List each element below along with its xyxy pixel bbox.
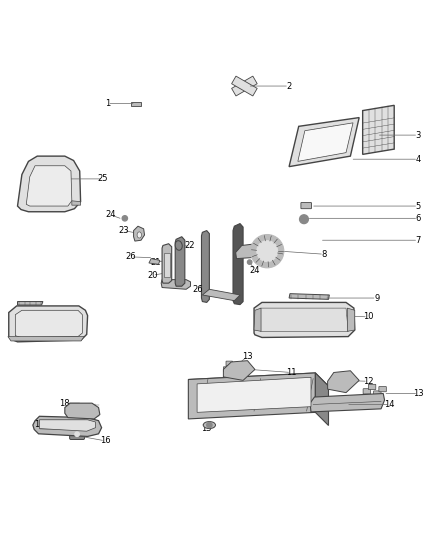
Circle shape <box>122 216 127 221</box>
Polygon shape <box>236 243 272 259</box>
Circle shape <box>75 432 79 437</box>
Polygon shape <box>18 156 81 212</box>
Polygon shape <box>202 289 240 301</box>
FancyBboxPatch shape <box>70 429 85 440</box>
Text: 24: 24 <box>105 211 116 219</box>
FancyBboxPatch shape <box>223 367 230 372</box>
FancyBboxPatch shape <box>232 365 239 369</box>
Polygon shape <box>18 302 43 305</box>
Circle shape <box>207 423 212 427</box>
FancyBboxPatch shape <box>368 384 376 390</box>
Ellipse shape <box>203 422 215 429</box>
Text: 4: 4 <box>416 155 421 164</box>
Polygon shape <box>131 102 141 106</box>
Text: 24: 24 <box>250 265 260 274</box>
Text: 25: 25 <box>98 174 108 183</box>
Text: 1: 1 <box>105 99 110 108</box>
Text: 7: 7 <box>416 236 421 245</box>
Polygon shape <box>315 373 328 425</box>
Text: 17: 17 <box>34 419 45 429</box>
Polygon shape <box>15 310 82 337</box>
Polygon shape <box>328 371 359 393</box>
Polygon shape <box>298 123 353 161</box>
Text: 6: 6 <box>416 214 421 223</box>
Polygon shape <box>233 223 243 304</box>
Polygon shape <box>39 420 95 431</box>
Ellipse shape <box>137 232 141 238</box>
Text: 5: 5 <box>416 201 421 211</box>
Polygon shape <box>254 308 261 332</box>
FancyBboxPatch shape <box>374 391 381 396</box>
Polygon shape <box>65 403 100 419</box>
Polygon shape <box>363 106 394 155</box>
Polygon shape <box>197 377 311 413</box>
FancyBboxPatch shape <box>363 389 371 394</box>
Polygon shape <box>201 231 209 302</box>
Text: 13: 13 <box>242 352 253 361</box>
Polygon shape <box>232 76 257 96</box>
Text: 20: 20 <box>147 271 158 280</box>
Text: 8: 8 <box>321 250 327 259</box>
Ellipse shape <box>175 241 182 251</box>
FancyBboxPatch shape <box>301 203 311 209</box>
Text: 16: 16 <box>100 437 110 446</box>
Polygon shape <box>223 361 255 381</box>
Text: 2: 2 <box>286 82 292 91</box>
Text: 9: 9 <box>374 294 379 303</box>
Text: 11: 11 <box>286 368 297 377</box>
Polygon shape <box>26 166 72 206</box>
Polygon shape <box>33 416 102 437</box>
FancyBboxPatch shape <box>379 386 386 392</box>
Polygon shape <box>232 76 257 96</box>
Polygon shape <box>188 373 315 419</box>
Polygon shape <box>134 226 145 241</box>
Polygon shape <box>254 302 355 337</box>
Circle shape <box>247 260 252 264</box>
Text: 13: 13 <box>413 389 424 398</box>
Polygon shape <box>149 259 160 264</box>
Text: 12: 12 <box>363 377 373 386</box>
Text: 22: 22 <box>184 241 194 250</box>
Text: 19: 19 <box>42 326 53 335</box>
Polygon shape <box>310 393 385 412</box>
Polygon shape <box>9 306 88 342</box>
Polygon shape <box>289 118 359 167</box>
Polygon shape <box>289 294 329 300</box>
Text: 21: 21 <box>150 257 161 266</box>
Text: 14: 14 <box>385 400 395 409</box>
Text: 15: 15 <box>201 424 211 433</box>
Text: 10: 10 <box>363 312 373 321</box>
Polygon shape <box>164 253 170 278</box>
Polygon shape <box>188 373 328 393</box>
Text: 3: 3 <box>416 131 421 140</box>
Circle shape <box>251 235 284 268</box>
Polygon shape <box>175 237 185 286</box>
FancyBboxPatch shape <box>226 361 233 366</box>
Polygon shape <box>162 244 172 283</box>
Polygon shape <box>8 336 84 341</box>
Text: 26: 26 <box>125 252 136 261</box>
Circle shape <box>257 241 278 262</box>
Circle shape <box>300 215 308 223</box>
Polygon shape <box>72 201 81 205</box>
Polygon shape <box>347 308 355 332</box>
Polygon shape <box>261 308 348 332</box>
Text: 18: 18 <box>60 399 70 408</box>
Text: 26: 26 <box>193 285 203 294</box>
Text: 23: 23 <box>118 226 129 235</box>
Polygon shape <box>161 280 191 289</box>
